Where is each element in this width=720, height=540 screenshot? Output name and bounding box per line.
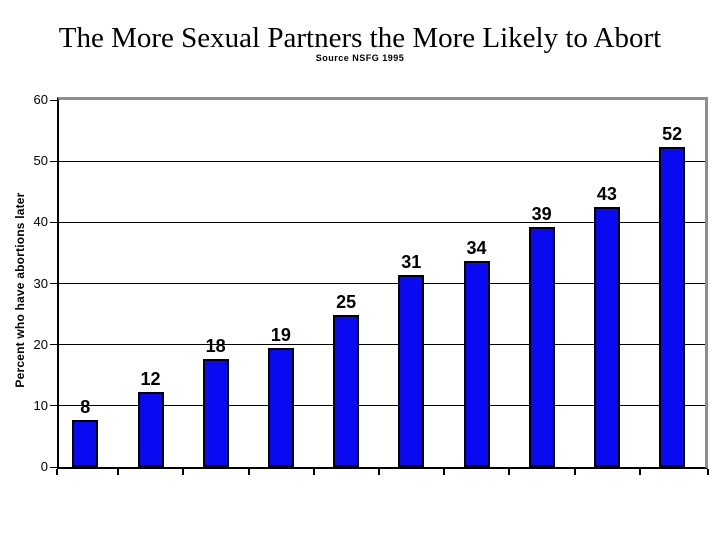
bar-value-label-1: 8 bbox=[80, 396, 91, 417]
x-tick-mark-2 bbox=[182, 469, 185, 475]
y-tick-label-20: 20 bbox=[33, 336, 48, 352]
x-tick-mark-8 bbox=[573, 469, 576, 475]
bar-value-label-8: 39 bbox=[531, 203, 552, 224]
y-tick-label-60: 60 bbox=[33, 92, 48, 107]
bar-value-label-6: 31 bbox=[401, 251, 422, 272]
y-tick-mark-20 bbox=[50, 344, 57, 346]
bar-value-label-3: 18 bbox=[205, 336, 226, 357]
bar-value-label-4: 19 bbox=[270, 325, 291, 346]
y-tick-label-40: 40 bbox=[33, 214, 48, 230]
y-tick-mark-0 bbox=[50, 466, 57, 468]
y-tick-mark-60 bbox=[50, 99, 57, 101]
gridline-50 bbox=[59, 160, 705, 162]
y-tick-mark-40 bbox=[50, 221, 57, 223]
chart-title: The More Sexual Partners the More Likely… bbox=[58, 22, 662, 54]
x-tick-mark-0 bbox=[56, 469, 58, 475]
bar-value-label-5: 25 bbox=[336, 292, 357, 313]
gridline-30 bbox=[59, 283, 705, 284]
bar-value-label-7: 34 bbox=[466, 237, 487, 258]
y-tick-label-50: 50 bbox=[33, 153, 48, 169]
bar-2 bbox=[137, 392, 164, 467]
gridline-20 bbox=[59, 344, 705, 346]
y-tick-label-30: 30 bbox=[33, 275, 48, 291]
x-tick-mark-4 bbox=[312, 469, 315, 475]
x-tick-mark-9 bbox=[638, 469, 641, 475]
bar-3 bbox=[202, 359, 229, 467]
x-tick-mark-10 bbox=[707, 469, 709, 475]
y-tick-label-10: 10 bbox=[33, 397, 48, 413]
bar-10 bbox=[659, 147, 686, 467]
x-tick-mark-5 bbox=[378, 469, 380, 475]
bar-1 bbox=[72, 419, 99, 467]
gridline-40 bbox=[59, 221, 705, 223]
y-tick-label-0: 0 bbox=[40, 459, 48, 474]
chart-subtitle: Source NSFG 1995 bbox=[315, 53, 405, 63]
bar-8 bbox=[528, 226, 555, 467]
bar-4 bbox=[267, 348, 294, 467]
bar-value-label-9: 43 bbox=[596, 184, 617, 205]
x-tick-mark-1 bbox=[117, 469, 120, 475]
bar-9 bbox=[593, 207, 620, 467]
bar-value-label-10: 52 bbox=[662, 124, 683, 145]
x-tick-mark-3 bbox=[247, 469, 250, 475]
bar-6 bbox=[398, 274, 425, 467]
bar-value-label-2: 12 bbox=[140, 369, 161, 390]
plot-area: 8 12 18 19 25 31 34 39 43 52 bbox=[57, 97, 708, 469]
x-tick-mark-6 bbox=[443, 469, 446, 475]
y-tick-mark-10 bbox=[50, 405, 57, 407]
gridline-10 bbox=[59, 405, 705, 407]
bar-7 bbox=[463, 260, 490, 467]
y-tick-mark-30 bbox=[50, 283, 57, 284]
y-tick-mark-50 bbox=[50, 160, 57, 162]
bar-5 bbox=[333, 315, 360, 467]
x-tick-mark-7 bbox=[508, 469, 511, 475]
